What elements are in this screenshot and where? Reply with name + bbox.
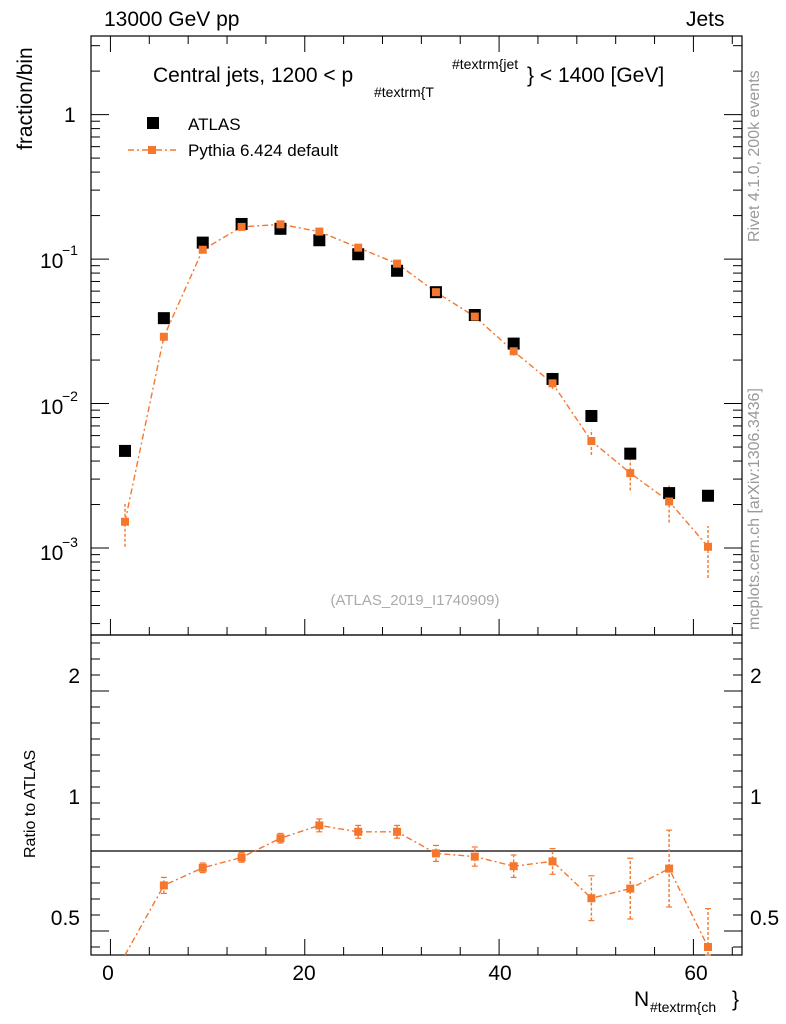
legend-pythia-label: Pythia 6.424 default (188, 141, 339, 160)
xtick-0: 0 (102, 962, 114, 985)
ratio-point (159, 881, 168, 890)
pythia-point (431, 288, 440, 297)
header-right: Jets (686, 8, 725, 31)
xtick-60: 60 (684, 962, 707, 985)
pythia-point (159, 332, 168, 341)
main-ytick-10-base-a: 10 (40, 250, 63, 273)
source-label: mcplots.cern.ch [arXiv:1306.3436] (746, 388, 763, 630)
ratio-yaxis-label: Ratio to ATLAS (22, 749, 39, 858)
chart-title: Central jets, 1200 < p (153, 64, 353, 87)
pythia-point (354, 243, 363, 252)
ratio-ytick-1: 1 (68, 786, 80, 809)
main-ytick-10-exp-c: −3 (62, 534, 78, 550)
main-ytick-10-exp-b: −2 (62, 388, 78, 404)
ratio-point (431, 849, 440, 858)
main-ytick-1: 1 (64, 104, 76, 127)
ratio-point (665, 864, 674, 873)
main-ytick-10-base-b: 10 (40, 396, 63, 419)
atlas-point (313, 234, 326, 247)
ratio-series-layer (124, 818, 712, 956)
legend-atlas-label: ATLAS (188, 115, 241, 134)
rivet-label: Rivet 4.1.0, 200k events (746, 70, 763, 242)
ratio-point (626, 884, 635, 893)
pythia-point (665, 497, 674, 506)
ratio-point (354, 827, 363, 836)
main-series-layer (119, 217, 714, 579)
ratio-point (509, 862, 518, 871)
pythia-point (548, 379, 557, 388)
pythia-point (198, 245, 207, 254)
pythia-point (470, 312, 479, 321)
pythia-point (315, 227, 324, 236)
pythia-point (626, 469, 635, 478)
pythia-point (587, 437, 596, 446)
atlas-point (701, 489, 714, 502)
pythia-point (703, 542, 712, 551)
atlas-point (585, 409, 598, 422)
legend-pythia-marker (148, 146, 156, 154)
xtick-40: 40 (488, 962, 511, 985)
chart-title-end: } < 1400 [GeV] (527, 64, 664, 87)
atlas-point (391, 264, 404, 277)
pythia-line (124, 223, 709, 548)
legend-atlas-marker (147, 117, 159, 129)
atlas-point (157, 312, 170, 325)
ratio-point (237, 853, 246, 862)
xaxis-label-end: } (732, 988, 739, 1011)
ratio-ytick-0.5: 0.5 (51, 907, 80, 930)
axis-ticks (91, 36, 742, 955)
atlas-point (624, 447, 637, 460)
pythia-point (121, 517, 130, 526)
analysis-watermark: (ATLAS_2019_I1740909) (330, 592, 499, 609)
ratio-point (703, 943, 712, 951)
pythia-point (393, 259, 402, 268)
ratio-point (470, 852, 479, 861)
main-ytick-10-base-c: 10 (40, 542, 63, 565)
ratio-point (548, 857, 557, 866)
ratio-point (393, 827, 402, 836)
header-left: 13000 GeV pp (104, 8, 240, 31)
ratio-point (198, 863, 207, 872)
ratio-ytick-right-0.5: 0.5 (750, 907, 779, 930)
pythia-point (509, 347, 518, 356)
atlas-point (507, 337, 520, 350)
xaxis-label-sub: #textrm{ch (650, 999, 716, 1015)
xtick-20: 20 (292, 962, 315, 985)
xaxis-label: N (634, 988, 649, 1011)
chart-title-sup: #textrm{jet (452, 56, 518, 72)
atlas-point (663, 487, 676, 500)
ratio-ytick-2: 2 (68, 665, 80, 688)
main-yaxis-label: fraction/bin (14, 47, 37, 150)
ratio-ytick-right-2: 2 (750, 665, 762, 688)
ratio-point (587, 894, 596, 903)
ratio-ytick-right-1: 1 (750, 786, 762, 809)
ratio-panel-frame (90, 634, 743, 956)
chart-title-sub: #textrm{T (374, 84, 434, 100)
ratio-point (276, 834, 285, 843)
ratio-point (315, 821, 324, 830)
pythia-point (237, 222, 246, 231)
ratio-line (124, 824, 709, 956)
pythia-point (276, 220, 285, 229)
atlas-point (119, 444, 132, 457)
atlas-point (196, 236, 209, 249)
main-ytick-10-exp-a: −1 (62, 242, 78, 258)
